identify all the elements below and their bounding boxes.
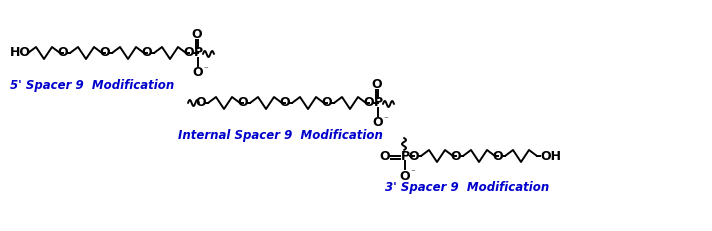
Text: P: P bbox=[400, 149, 409, 162]
Text: O: O bbox=[58, 46, 68, 60]
Text: O: O bbox=[100, 46, 110, 60]
Text: ⁻: ⁻ bbox=[410, 168, 415, 177]
Text: O: O bbox=[364, 97, 375, 109]
Text: O: O bbox=[409, 149, 419, 162]
Text: 3' Spacer 9  Modification: 3' Spacer 9 Modification bbox=[385, 182, 549, 195]
Text: O: O bbox=[372, 116, 383, 130]
Text: P: P bbox=[194, 46, 202, 60]
Text: O: O bbox=[193, 67, 204, 79]
Text: O: O bbox=[184, 46, 194, 60]
Text: Internal Spacer 9  Modification: Internal Spacer 9 Modification bbox=[178, 128, 383, 142]
Text: O: O bbox=[379, 151, 390, 164]
Text: O: O bbox=[399, 170, 410, 182]
Text: O: O bbox=[238, 97, 248, 109]
Text: O: O bbox=[280, 97, 290, 109]
Text: 5' Spacer 9  Modification: 5' Spacer 9 Modification bbox=[10, 79, 174, 91]
Text: O: O bbox=[142, 46, 152, 60]
Text: OH: OH bbox=[540, 149, 561, 162]
Text: HO: HO bbox=[10, 46, 31, 60]
Text: O: O bbox=[196, 97, 206, 109]
Text: O: O bbox=[451, 149, 461, 162]
Text: ⁻: ⁻ bbox=[383, 116, 388, 125]
Text: O: O bbox=[493, 149, 503, 162]
Text: O: O bbox=[371, 77, 382, 91]
Text: O: O bbox=[322, 97, 333, 109]
Text: O: O bbox=[192, 27, 201, 40]
Text: ⁻: ⁻ bbox=[203, 66, 208, 75]
Text: P: P bbox=[373, 97, 382, 109]
